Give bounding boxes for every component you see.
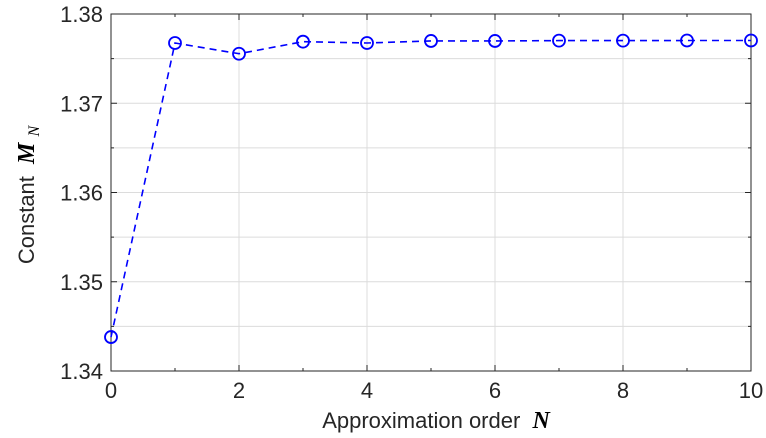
series-polyline — [110, 39, 751, 338]
y-tick-label: 1.36 — [60, 181, 103, 206]
x-tick-label: 10 — [739, 378, 763, 403]
grid-lines — [110, 13, 752, 372]
x-tick-label: 2 — [233, 378, 245, 403]
y-tick-label: 1.37 — [60, 91, 103, 116]
series-line — [110, 39, 751, 338]
data-point-marker — [616, 33, 630, 48]
data-point-marker — [424, 34, 438, 48]
data-point-marker — [488, 34, 502, 48]
data-point-marker — [296, 34, 310, 49]
x-axis-title: Approximation order N — [322, 408, 551, 434]
y-tick-label: 1.35 — [60, 270, 103, 295]
data-point-marker — [104, 330, 118, 344]
y-tick-label: 1.38 — [60, 2, 103, 27]
x-tick-label: 0 — [105, 378, 117, 403]
data-point-marker — [360, 36, 374, 50]
data-point-marker — [744, 33, 758, 48]
data-point-marker — [232, 46, 246, 61]
y-tick-label: 1.34 — [60, 359, 103, 384]
y-axis-title-math-sub: N — [26, 125, 43, 138]
y-axis-title-text: Constant — [14, 176, 39, 264]
axis-ticks: 0 2 4 6 8 10 1.34 1.35 1.36 1.37 1.38 — [60, 2, 763, 403]
x-tick-label: 8 — [617, 378, 629, 403]
x-axis-title-text: Approximation order — [322, 408, 520, 433]
data-point-marker — [552, 33, 566, 48]
data-point-marker — [680, 33, 694, 48]
data-point-marker — [168, 36, 182, 50]
x-axis-title-math: N — [531, 408, 551, 434]
y-axis-title-math: M — [14, 141, 40, 165]
y-axis-title: Constant M N — [14, 125, 43, 265]
x-tick-label: 6 — [489, 378, 501, 403]
x-tick-label: 4 — [361, 378, 373, 403]
series-markers — [104, 33, 758, 344]
